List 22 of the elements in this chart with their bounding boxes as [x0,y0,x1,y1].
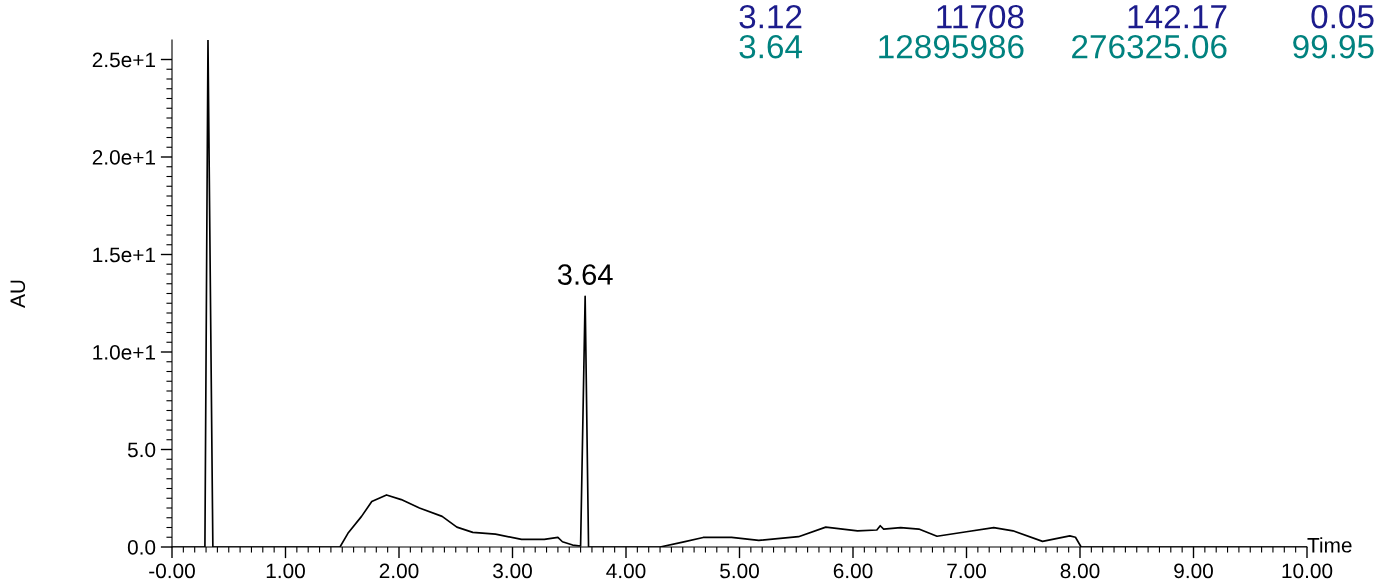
text: 3.12 11708 142.17 0.05 [739,4,1374,29]
x-tick-label: 6.00 [833,563,873,579]
annotation: 3.64 [557,264,613,285]
y-tick-label: 2.5e+1 [92,52,156,68]
y-axis-title: AU [10,280,26,308]
x-tick-label: 5.00 [720,563,759,579]
x-tick-label: 9.00 [1174,563,1213,579]
text: 3.64 12895986 276325.06 99.95 [739,34,1374,59]
x-tick-label: 7.00 [947,563,986,579]
x-tick-label: -0.00 [149,563,195,579]
x-tick-label: 10.00 [1282,563,1333,579]
x-tick-label: 3.00 [493,563,532,579]
y-tick-label: 5.0 [127,442,156,458]
y-tick-label: 1.0e+1 [93,345,156,360]
y-tick-label: 1.5e+1 [93,247,156,263]
x-axis-title: Time [1307,537,1352,553]
x-tick-label: 4.00 [606,563,646,579]
x-tick-label: 1.00 [266,563,305,579]
x-tick-label: 2.00 [379,563,419,579]
x-tick-label: 8.00 [1060,563,1100,579]
y-tick-label: 0.0 [127,540,156,555]
y-tick-label: 2.0e+1 [92,150,156,165]
